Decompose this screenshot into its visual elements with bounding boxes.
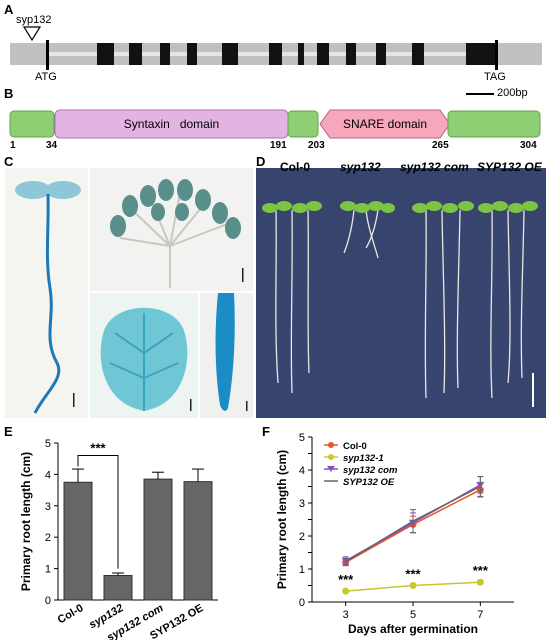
y-tick-label: 4 (299, 465, 305, 477)
y-tick-label: 0 (45, 595, 51, 607)
seedling-label-syp132-com: syp132 com (400, 160, 469, 174)
bar-3 (183, 481, 213, 601)
y-tick-label: 5 (299, 432, 305, 444)
data-point-1-2 (476, 578, 484, 586)
gene-model (10, 26, 542, 95)
position-304: 304 (520, 140, 537, 151)
data-point-1-1 (409, 582, 417, 589)
bar-1 (103, 575, 133, 601)
legend-marker-0 (328, 442, 334, 448)
seedling-plate-photo (256, 168, 546, 418)
seedlings-drawing (262, 201, 538, 407)
y-tick-label: 1 (45, 564, 51, 576)
y-tick-label: 4 (45, 469, 51, 481)
panel-label-a: A (4, 2, 14, 17)
root-tip-gus-photo (200, 293, 253, 418)
position-191: 191 (270, 140, 287, 151)
legend-label-3: SYP132 OE (343, 477, 395, 488)
scale-bar (466, 93, 494, 95)
y-tick-label: 1 (299, 564, 305, 576)
legend-marker-1 (328, 454, 334, 460)
x-tick-label: 7 (477, 609, 483, 621)
position-203: 203 (308, 140, 325, 151)
seedling-label-col0: Col-0 (280, 160, 310, 174)
legend-label-2: syp132 com (343, 465, 398, 476)
panel-label-e: E (4, 424, 13, 439)
protein-domain-diagram (9, 109, 541, 139)
x-axis-label: Days after germination (348, 622, 478, 636)
position-265: 265 (432, 140, 449, 151)
significance-bracket (77, 455, 119, 569)
y-axis-label: Primary root length (cm) (275, 450, 289, 589)
gene-intron-line (48, 52, 468, 56)
panel-label-c: C (4, 154, 14, 169)
y-tick-label: 0 (299, 597, 305, 609)
panel-label-f: F (262, 424, 270, 439)
seedling-label-syp132: syp132 (340, 160, 381, 174)
y-tick-label: 2 (299, 531, 305, 543)
data-point-1-0 (342, 587, 350, 595)
domain-linker (287, 110, 319, 138)
position-34: 34 (46, 140, 58, 151)
snare-domain-label: SNARE domain (342, 117, 428, 131)
position-1: 1 (10, 140, 16, 151)
bar-2 (143, 478, 173, 601)
seedling-gus-photo (5, 168, 88, 418)
exons (97, 43, 498, 65)
domain-n-terminal (9, 110, 55, 138)
significance-label: *** (90, 441, 106, 456)
stop-marker (495, 40, 498, 70)
legend-marker-2 (327, 466, 335, 472)
y-tick-label: 3 (45, 501, 51, 513)
y-tick-label: 2 (45, 532, 51, 544)
leaf-gus-photo (90, 293, 198, 418)
bar-0 (63, 481, 93, 601)
inflorescence-gus-photo (90, 168, 253, 291)
x-tick-label-0: Col-0 (56, 602, 86, 626)
significance-label-0: *** (338, 572, 354, 587)
seedling-label-syp132-oe: SYP132 OE (477, 160, 542, 174)
start-marker (46, 40, 49, 70)
panel-label-d: D (256, 154, 266, 169)
domain-c-terminal (447, 110, 541, 138)
y-tick-label: 5 (45, 438, 51, 450)
significance-label-1: *** (405, 567, 421, 582)
y-tick-label: 3 (299, 498, 305, 510)
x-tick-label: 5 (410, 609, 416, 621)
x-tick-label: 3 (343, 609, 349, 621)
legend-label-1: syp132-1 (343, 453, 384, 464)
stop-codon-label: TAG (484, 71, 506, 83)
y-axis-label: Primary root length (cm) (19, 452, 33, 591)
panel-label-b: B (4, 86, 14, 101)
start-codon-label: ATG (35, 71, 57, 83)
scale-bar-label: 200bp (497, 87, 528, 99)
domain-snare (319, 109, 451, 139)
insertion-label: syp132 (16, 14, 52, 26)
legend-label-0: Col-0 (343, 441, 367, 452)
syntaxin-domain-label: Syntaxin domain (123, 117, 220, 131)
insertion-triangle-icon (22, 26, 42, 42)
significance-label-2: *** (473, 563, 489, 578)
